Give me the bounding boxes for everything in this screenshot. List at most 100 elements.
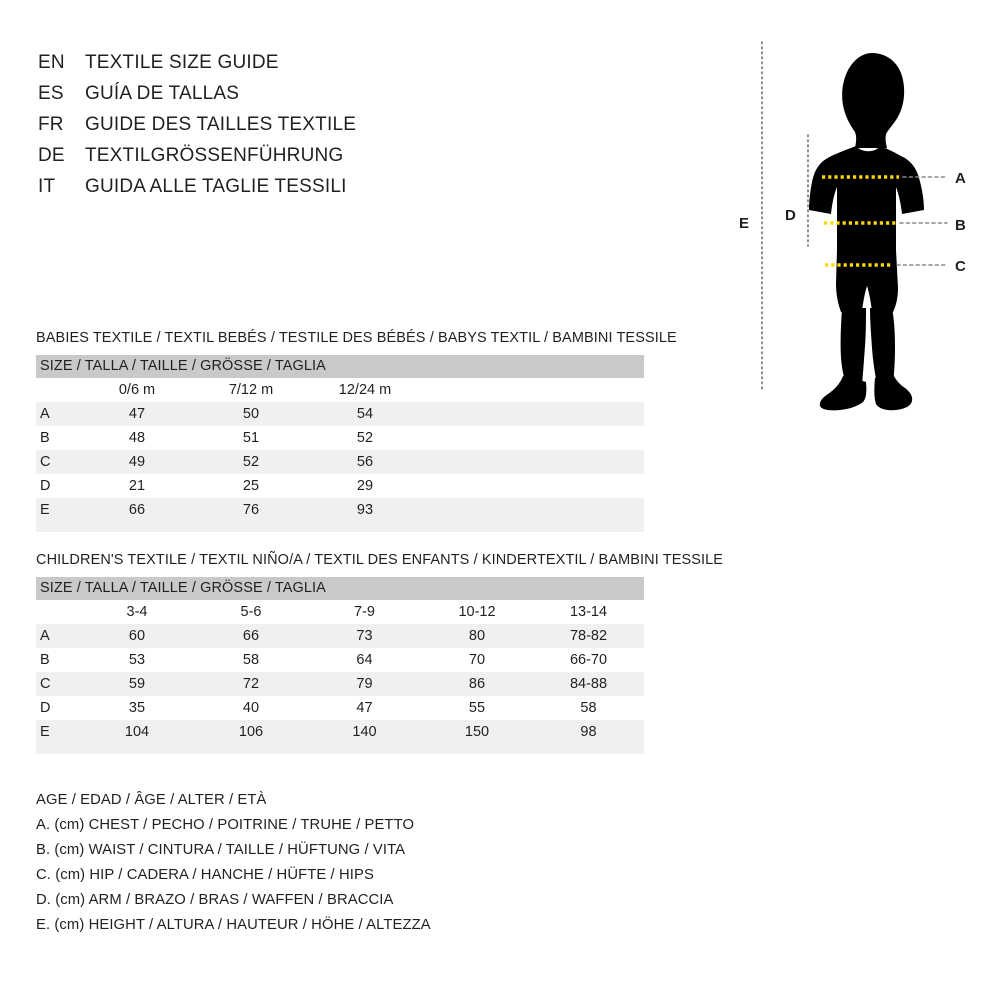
children-column-header: 7-9: [308, 600, 421, 624]
language-title: GUIDE DES TAILLES TEXTILE: [85, 114, 357, 135]
children-cell: 79: [308, 672, 421, 696]
children-cell: 40: [242, 700, 260, 716]
children-cell: 58: [242, 652, 260, 668]
babies-cell: 93: [308, 498, 422, 522]
legend-line-height: E. (cm) HEIGHT / ALTURA / HAUTEUR / HÖHE…: [36, 917, 431, 933]
children-row-label: A: [36, 624, 80, 648]
babies-table-bottom-band: [36, 522, 645, 532]
children-table-bottom-fill: [36, 744, 644, 754]
children-size-table: SIZE / TALLA / TAILLE / GRÖSSE / TAGLIA …: [36, 577, 644, 754]
language-code: FR: [38, 114, 64, 135]
children-row-label: C: [36, 672, 80, 696]
children-cell: 35: [128, 700, 146, 716]
language-title: GUÍA DE TALLAS: [85, 83, 240, 104]
children-table-caption: CHILDREN'S TEXTILE / TEXTIL NIÑO/A / TEX…: [36, 552, 724, 568]
babies-corner-cell: [36, 378, 80, 402]
marker-label-E: E: [739, 215, 750, 232]
children-corner-cell: [36, 600, 80, 624]
table-row: C 59 72 79 86 84-88: [36, 672, 644, 696]
babies-table-block: BABIES TEXTILE / TEXTIL BEBÉS / TESTILE …: [36, 330, 677, 532]
children-cell: 60: [80, 624, 194, 648]
babies-row-label: C: [36, 450, 80, 474]
children-cell: 106: [194, 720, 308, 744]
babies-row-label: A: [36, 402, 80, 426]
language-code: ES: [38, 83, 64, 104]
legend-line-waist: B. (cm) WAIST / CINTURA / TAILLE / HÜFTU…: [36, 842, 406, 858]
marker-label-B: B: [955, 217, 966, 234]
children-cell: 66: [194, 624, 308, 648]
children-cell: 55: [468, 700, 486, 716]
babies-column-header: 7/12 m: [194, 378, 308, 402]
babies-column-header-empty: [422, 378, 645, 402]
table-row: B 53 58 64 70 66-70: [36, 648, 644, 672]
babies-cell: 47: [80, 402, 194, 426]
language-row: FR GUIDE DES TAILLES TEXTILE: [38, 114, 458, 145]
table-row: D 35 40 47 55 58: [36, 696, 644, 720]
language-row: ES GUÍA DE TALLAS: [38, 83, 458, 114]
children-table-bottom-band: [36, 744, 644, 754]
language-row: EN TEXTILE SIZE GUIDE: [38, 52, 458, 83]
babies-table-caption: BABIES TEXTILE / TEXTIL BEBÉS / TESTILE …: [36, 330, 677, 346]
babies-cell: 52: [194, 450, 308, 474]
children-cell: 98: [533, 720, 644, 744]
table-row: A 60 66 73 80 78-82: [36, 624, 644, 648]
children-cell: 64: [356, 652, 373, 668]
babies-size-header-row: SIZE / TALLA / TAILLE / GRÖSSE / TAGLIA: [36, 355, 645, 378]
language-code: DE: [38, 145, 65, 166]
children-cell: 70: [468, 652, 486, 668]
language-row: IT GUIDA ALLE TAGLIE TESSILI: [38, 176, 458, 207]
language-title: TEXTILE SIZE GUIDE: [85, 52, 279, 73]
babies-cell: 56: [308, 450, 422, 474]
babies-column-header: 12/24 m: [308, 378, 422, 402]
children-cell: 84-88: [533, 672, 644, 696]
babies-cell: 25: [242, 478, 260, 494]
babies-column-header: 0/6 m: [80, 378, 194, 402]
babies-size-header-label: SIZE / TALLA / TAILLE / GRÖSSE / TAGLIA: [36, 355, 645, 378]
language-title: GUIDA ALLE TAGLIE TESSILI: [85, 176, 347, 197]
children-cell: 73: [308, 624, 421, 648]
babies-cell: 21: [128, 478, 146, 494]
language-code: IT: [38, 176, 56, 197]
marker-label-C: C: [955, 258, 966, 275]
measurement-legend: AGE / EDAD / ÂGE / ALTER / ETÀ A. (cm) C…: [36, 788, 596, 938]
child-silhouette-shape: [809, 53, 924, 411]
babies-row-label: B: [40, 430, 50, 446]
measurement-figure: E D A B C: [700, 20, 1000, 420]
babies-cell-empty: [422, 450, 645, 474]
legend-line-age: AGE / EDAD / ÂGE / ALTER / ETÀ: [36, 792, 267, 808]
children-cell: 80: [421, 624, 533, 648]
child-silhouette-diagram: [761, 41, 948, 411]
children-table-block: CHILDREN'S TEXTILE / TEXTIL NIÑO/A / TEX…: [36, 552, 724, 754]
children-size-header-row: SIZE / TALLA / TAILLE / GRÖSSE / TAGLIA: [36, 577, 644, 600]
children-cell: 140: [308, 720, 421, 744]
table-row: C 49 52 56: [36, 450, 645, 474]
children-column-header-row: 3-4 5-6 7-9 10-12 13-14: [36, 600, 644, 624]
children-cell: 72: [194, 672, 308, 696]
table-row: B 48 51 52: [36, 426, 644, 450]
table-row: E 104 106 140 150 98: [36, 720, 644, 744]
children-column-header: 13-14: [533, 600, 644, 624]
babies-cell: 54: [308, 402, 422, 426]
language-row: DE TEXTILGRÖSSENFÜHRUNG: [38, 145, 458, 176]
children-cell: 86: [421, 672, 533, 696]
babies-cell: 51: [242, 430, 260, 446]
children-column-header: 10-12: [421, 600, 533, 624]
table-row: D 21 25 29: [36, 474, 644, 498]
children-column-header: 3-4: [80, 600, 194, 624]
babies-cell: 48: [128, 430, 146, 446]
legend-line-arm: D. (cm) ARM / BRAZO / BRAS / WAFFEN / BR…: [36, 892, 394, 908]
language-title: TEXTILGRÖSSENFÜHRUNG: [85, 145, 344, 166]
legend-line-chest: A. (cm) CHEST / PECHO / POITRINE / TRUHE…: [36, 817, 415, 833]
children-cell: 59: [80, 672, 194, 696]
children-column-header: 5-6: [194, 600, 308, 624]
table-row: A 47 50 54: [36, 402, 645, 426]
babies-cell-empty: [422, 498, 645, 522]
children-cell: 78-82: [533, 624, 644, 648]
babies-cell: 76: [194, 498, 308, 522]
babies-cell-empty: [422, 474, 644, 498]
table-row: E 66 76 93: [36, 498, 645, 522]
children-cell: 150: [421, 720, 533, 744]
children-size-header-label: SIZE / TALLA / TAILLE / GRÖSSE / TAGLIA: [36, 577, 644, 600]
children-cell: 53: [128, 652, 146, 668]
babies-column-header-row: 0/6 m 7/12 m 12/24 m: [36, 378, 645, 402]
